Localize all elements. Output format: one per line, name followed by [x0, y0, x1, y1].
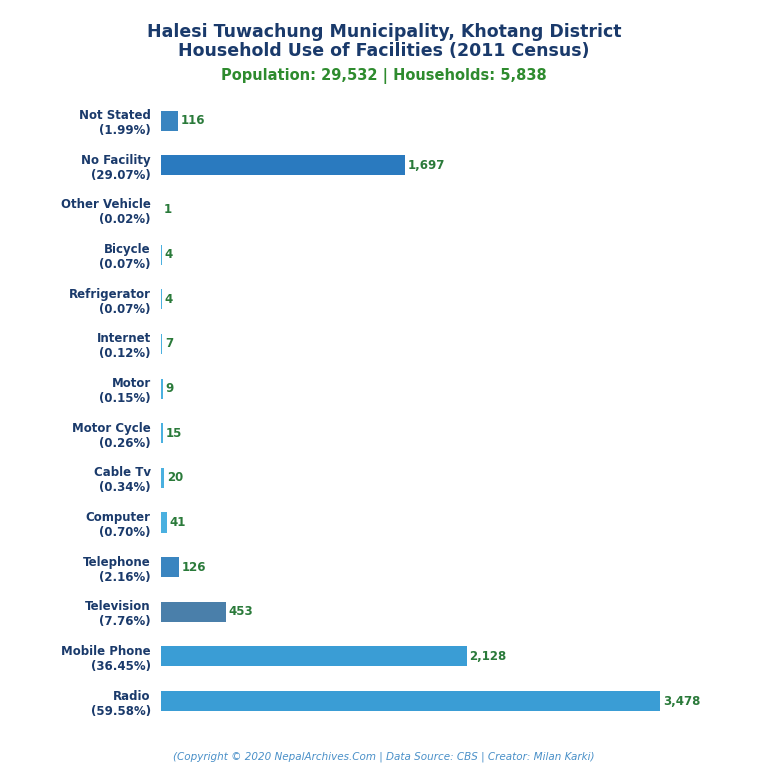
- Text: Halesi Tuwachung Municipality, Khotang District: Halesi Tuwachung Municipality, Khotang D…: [147, 23, 621, 41]
- Text: 9: 9: [165, 382, 174, 395]
- Bar: [161, 423, 164, 443]
- Bar: [161, 557, 180, 578]
- Text: 453: 453: [229, 605, 253, 618]
- Bar: [161, 691, 660, 711]
- Text: 15: 15: [166, 427, 182, 440]
- Bar: [161, 468, 164, 488]
- Text: 2,128: 2,128: [469, 650, 506, 663]
- Text: 4: 4: [164, 248, 173, 261]
- Bar: [161, 111, 178, 131]
- Text: 1,697: 1,697: [407, 159, 445, 172]
- Text: (Copyright © 2020 NepalArchives.Com | Data Source: CBS | Creator: Milan Karki): (Copyright © 2020 NepalArchives.Com | Da…: [174, 751, 594, 762]
- Text: 3,478: 3,478: [663, 694, 700, 707]
- Bar: [161, 512, 167, 532]
- Text: 126: 126: [182, 561, 207, 574]
- Text: 7: 7: [165, 337, 173, 350]
- Bar: [161, 155, 405, 175]
- Text: 1: 1: [164, 204, 172, 217]
- Bar: [161, 647, 467, 667]
- Bar: [161, 601, 227, 622]
- Text: Population: 29,532 | Households: 5,838: Population: 29,532 | Households: 5,838: [221, 68, 547, 84]
- Text: 4: 4: [164, 293, 173, 306]
- Bar: [161, 334, 162, 354]
- Text: Household Use of Facilities (2011 Census): Household Use of Facilities (2011 Census…: [178, 42, 590, 60]
- Bar: [161, 379, 163, 399]
- Text: 41: 41: [170, 516, 186, 529]
- Text: 116: 116: [180, 114, 205, 127]
- Text: 20: 20: [167, 472, 183, 485]
